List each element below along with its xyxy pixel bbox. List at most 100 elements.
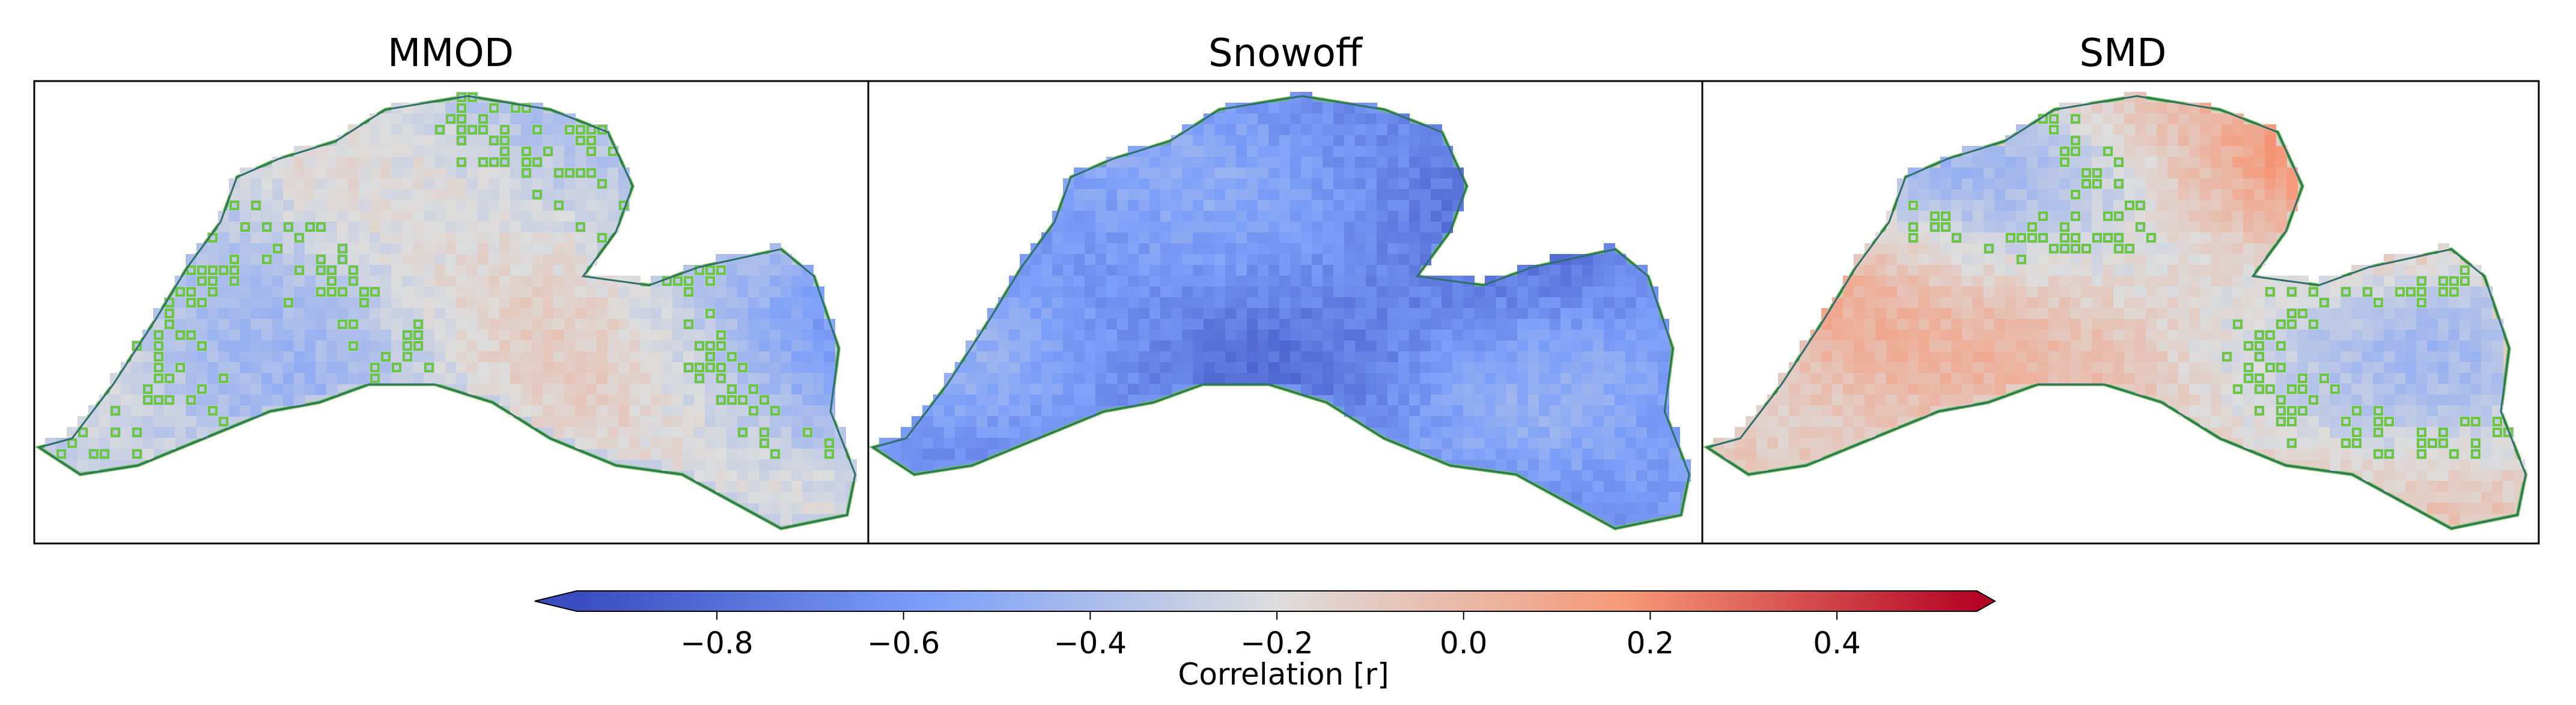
- correlation-cell: [434, 189, 446, 201]
- correlation-cell: [1085, 384, 1096, 395]
- correlation-cell: [781, 362, 792, 374]
- correlation-cell: [1279, 232, 1291, 244]
- correlation-cell: [705, 384, 716, 395]
- correlation-cell: [402, 168, 413, 179]
- correlation-cell: [196, 286, 208, 298]
- correlation-cell: [1854, 319, 1865, 330]
- correlation-cell: [229, 297, 240, 309]
- significance-contour: [597, 179, 607, 189]
- correlation-cell: [662, 351, 673, 363]
- correlation-cell: [2221, 330, 2233, 341]
- correlation-cell: [1333, 232, 1345, 244]
- correlation-cell: [456, 232, 467, 244]
- correlation-cell: [1463, 384, 1475, 395]
- correlation-cell: [2167, 243, 2179, 255]
- correlation-cell: [434, 113, 446, 125]
- correlation-cell: [2178, 113, 2190, 125]
- correlation-cell: [445, 319, 457, 330]
- correlation-cell: [2276, 157, 2287, 168]
- correlation-cell: [705, 438, 716, 449]
- correlation-cell: [510, 286, 522, 298]
- correlation-cell: [294, 168, 305, 179]
- correlation-cell: [2319, 405, 2330, 417]
- correlation-cell: [1204, 178, 1215, 190]
- correlation-cell: [2395, 319, 2406, 330]
- correlation-cell: [348, 308, 359, 319]
- correlation-cell: [1539, 427, 1550, 438]
- correlation-cell: [1106, 340, 1118, 352]
- correlation-cell: [1994, 351, 2006, 363]
- correlation-cell: [1214, 297, 1226, 309]
- correlation-cell: [489, 286, 500, 298]
- significance-contour: [2114, 233, 2124, 243]
- correlation-cell: [2081, 276, 2092, 287]
- correlation-cell: [2243, 211, 2255, 222]
- correlation-cell: [391, 373, 403, 384]
- correlation-cell: [315, 232, 327, 244]
- correlation-cell: [1908, 362, 1919, 374]
- significance-contour: [219, 265, 228, 275]
- correlation-cell: [348, 135, 359, 147]
- colorbar-tick-label: −0.4: [1054, 626, 1127, 661]
- correlation-cell: [1593, 286, 1604, 298]
- correlation-cell: [781, 405, 792, 417]
- correlation-cell: [1973, 373, 1984, 384]
- correlation-cell: [380, 178, 392, 190]
- significance-contour: [392, 363, 401, 372]
- correlation-cell: [2048, 330, 2060, 341]
- correlation-cell: [1539, 405, 1550, 417]
- significance-contour: [2006, 233, 2015, 243]
- correlation-cell: [2362, 330, 2374, 341]
- correlation-cell: [1951, 254, 1962, 265]
- significance-contour: [705, 352, 715, 362]
- correlation-cell: [1247, 351, 1258, 363]
- correlation-cell: [705, 459, 716, 471]
- correlation-cell: [489, 189, 500, 201]
- correlation-cell: [2459, 459, 2471, 471]
- correlation-cell: [607, 189, 619, 201]
- correlation-cell: [402, 286, 413, 298]
- correlation-cell: [391, 113, 403, 125]
- correlation-cell: [251, 297, 262, 309]
- correlation-cell: [1366, 276, 1377, 287]
- correlation-cell: [2276, 427, 2287, 438]
- correlation-cell: [326, 308, 338, 319]
- correlation-cell: [1994, 254, 2006, 265]
- correlation-cell: [1160, 340, 1172, 352]
- correlation-cell: [1225, 340, 1237, 352]
- correlation-cell: [1258, 103, 1269, 114]
- correlation-cell: [2254, 178, 2265, 190]
- correlation-cell: [1106, 265, 1118, 276]
- correlation-cell: [2481, 470, 2492, 482]
- correlation-cell: [586, 178, 597, 190]
- correlation-cell: [618, 319, 630, 330]
- correlation-cell: [2048, 351, 2060, 363]
- correlation-cell: [1323, 124, 1334, 136]
- correlation-cell: [283, 168, 294, 179]
- correlation-cell: [2005, 189, 2017, 201]
- correlation-cell: [1875, 384, 1887, 395]
- correlation-cell: [456, 200, 467, 211]
- correlation-cell: [2027, 373, 2038, 384]
- correlation-cell: [391, 135, 403, 147]
- correlation-cell: [2038, 200, 2049, 211]
- correlation-cell: [759, 308, 770, 319]
- correlation-cell: [1984, 351, 1995, 363]
- correlation-cell: [791, 319, 803, 330]
- correlation-cell: [998, 362, 1009, 374]
- correlation-cell: [337, 276, 349, 287]
- correlation-cell: [1290, 113, 1302, 125]
- correlation-cell: [1452, 351, 1464, 363]
- correlation-cell: [1886, 308, 1898, 319]
- correlation-cell: [2308, 384, 2319, 395]
- correlation-cell: [1897, 340, 1908, 352]
- correlation-cell: [370, 211, 381, 222]
- correlation-cell: [976, 395, 988, 406]
- significance-contour: [532, 125, 542, 135]
- correlation-cell: [283, 319, 294, 330]
- correlation-cell: [478, 232, 489, 244]
- correlation-cell: [586, 243, 597, 255]
- correlation-cell: [1214, 351, 1226, 363]
- correlation-cell: [976, 351, 988, 363]
- significance-contour: [2092, 233, 2102, 243]
